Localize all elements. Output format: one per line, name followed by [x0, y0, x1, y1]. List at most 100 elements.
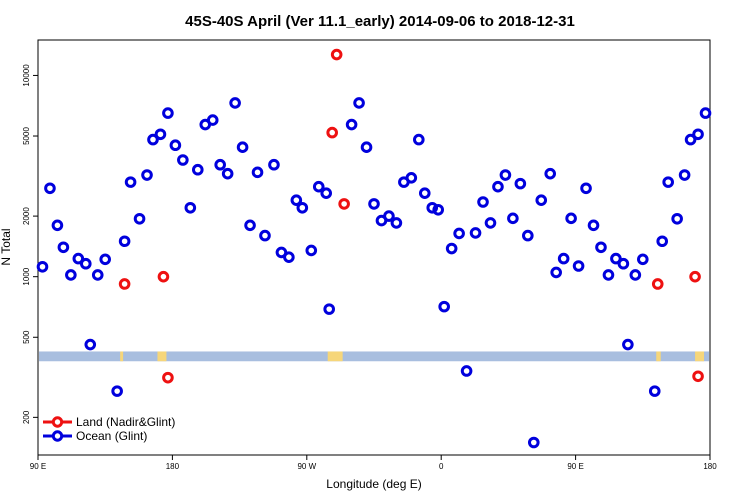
land-mark-0 [120, 351, 124, 362]
x-tick-label-4: 90 E [567, 462, 583, 471]
land-point-6 [651, 278, 664, 290]
ocean-point-85 [678, 169, 691, 181]
ocean-point-25 [221, 167, 234, 180]
land-mark-1 [157, 351, 167, 362]
ocean-point-39 [323, 303, 336, 315]
ocean-point-86 [684, 133, 697, 146]
ocean-point-76 [610, 252, 622, 265]
ocean-point-74 [595, 241, 607, 254]
plot-frame [37, 39, 711, 456]
ocean-point-72 [580, 182, 592, 195]
ocean-point-53 [438, 300, 450, 313]
y-tick-label-2: 1000 [22, 267, 31, 285]
ocean-point-77 [617, 257, 630, 270]
ocean-point-20 [184, 201, 197, 214]
map-band [39, 351, 709, 362]
ocean-point-17 [162, 107, 174, 119]
ocean-point-67 [544, 167, 557, 180]
ocean-point-59 [484, 217, 497, 229]
ocean-point-9 [99, 253, 111, 266]
ocean-point-69 [557, 252, 570, 265]
ocean-point-29 [251, 166, 264, 179]
legend: Land (Nadir&Glint) Ocean (Glint) [43, 415, 175, 443]
ocean-point-81 [648, 385, 661, 397]
ocean-point-82 [656, 235, 669, 248]
ocean-point-42 [360, 141, 373, 153]
ocean-point-23 [206, 114, 219, 126]
land-mark-3 [656, 351, 661, 362]
y-tick-label-4: 5000 [22, 127, 31, 145]
ocean-point-61 [499, 169, 512, 181]
ocean-point-2 [51, 219, 64, 232]
ocean-point-78 [622, 338, 634, 351]
legend-ocean-label: Ocean (Glint) [76, 429, 147, 443]
ocean-point-40 [345, 118, 358, 131]
x-tick-label-5: 180 [703, 462, 717, 471]
ocean-point-30 [259, 229, 271, 242]
ocean-point-50 [418, 187, 431, 199]
ocean-point-41 [353, 97, 365, 109]
land-point-8 [692, 370, 704, 383]
ocean-point-15 [147, 133, 159, 146]
ocean-point-54 [445, 242, 458, 255]
chart-title: 45S-40S April (Ver 11.1_early) 2014-09-0… [185, 13, 575, 30]
y-axis: 200 500 1000 2000 5000 10000 [22, 64, 38, 424]
ocean-point-87 [692, 128, 704, 141]
ocean-point-4 [65, 269, 77, 281]
ocean-point-70 [565, 212, 577, 225]
land-point-5 [338, 198, 350, 210]
legend-land-marker [51, 416, 64, 428]
ocean-point-65 [527, 436, 540, 449]
ocean-point-56 [460, 365, 473, 377]
ocean-point-10 [111, 385, 123, 397]
ocean-point-7 [84, 338, 97, 351]
ocean-point-73 [587, 219, 600, 232]
ocean-point-80 [637, 253, 649, 266]
ocean-point-43 [368, 198, 380, 210]
ocean-point-16 [154, 128, 167, 141]
ocean-point-64 [522, 229, 534, 242]
ocean-point-55 [453, 227, 465, 240]
ocean-point-79 [629, 269, 642, 281]
ocean-point-11 [118, 235, 131, 248]
ocean-point-48 [405, 171, 418, 184]
ocean-point-58 [477, 196, 489, 208]
ocean-point-60 [492, 180, 504, 193]
ocean-point-36 [305, 244, 318, 257]
ocean-point-14 [141, 169, 153, 181]
land-point-2 [162, 371, 174, 384]
ocean-point-35 [296, 201, 309, 214]
ocean-point-3 [57, 241, 70, 254]
ocean-point-6 [79, 257, 92, 270]
ocean-point-34 [290, 194, 303, 206]
ocean-point-27 [236, 141, 249, 153]
ocean-point-26 [229, 97, 241, 109]
land-mark-2 [327, 351, 343, 362]
ocean-point-88 [699, 107, 712, 119]
ocean-point-83 [662, 176, 674, 188]
y-tick-label-1: 500 [22, 330, 31, 344]
ocean-point-66 [535, 194, 548, 206]
ocean-point-75 [602, 269, 615, 281]
ocean-point-33 [283, 251, 295, 263]
ocean-point-19 [177, 154, 189, 166]
x-tick-label-0: 90 E [30, 462, 46, 471]
y-tick-label-3: 2000 [22, 207, 31, 225]
ocean-point-24 [214, 158, 226, 171]
ocean-point-52 [432, 203, 445, 216]
x-tick-label-1: 180 [166, 462, 180, 471]
land-point-7 [689, 270, 701, 283]
ocean-point-63 [514, 177, 527, 190]
ocean-point-5 [72, 252, 85, 265]
ocean-point-38 [320, 187, 333, 199]
ocean-point-57 [469, 227, 482, 239]
y-tick-label-5: 10000 [22, 64, 31, 87]
x-tick-label-3: 0 [439, 462, 444, 471]
ocean-point-49 [413, 133, 425, 146]
ocean-band-0 [39, 351, 709, 362]
legend-ocean-marker [51, 430, 64, 442]
ocean-point-12 [124, 176, 137, 188]
ocean-point-1 [44, 182, 56, 195]
x-axis: 90 E 180 90 W 0 90 E 180 [30, 455, 717, 471]
